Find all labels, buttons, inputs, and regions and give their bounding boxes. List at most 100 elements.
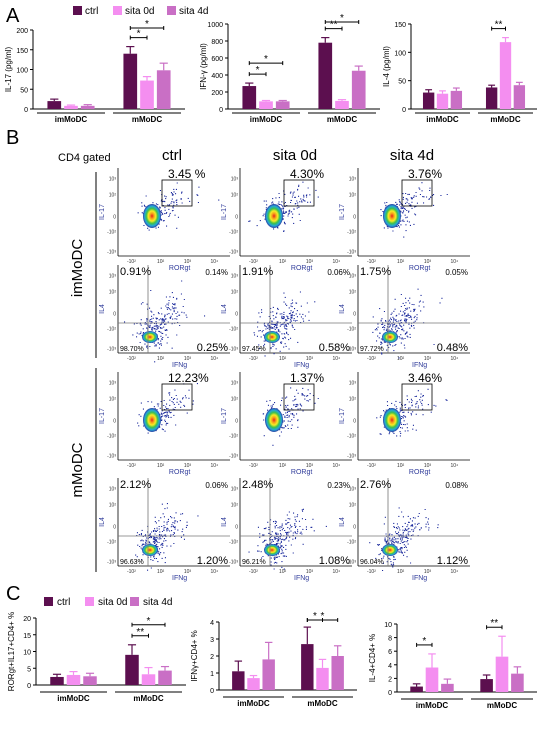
flow-y-tick-label: 10³ [349,381,357,387]
flow-gate-percent: 3.46% [408,371,442,385]
flow-quadrant-upper-right: 0.06% [327,268,350,277]
flow-quadrant-lower-right: 1.20% [197,555,228,567]
y-tick-label: 400 [211,73,223,80]
flow-density-blob [383,408,401,432]
flow-plot-ifng-il4: 10³ 10² 0 -10² -10³ -10² 10² 10³ 10⁴ IL4 IFNg 1.91%… [221,265,352,369]
flow-y-tick-label: 0 [113,214,116,220]
flow-density-blob [264,331,280,343]
y-tick-label: 10 [384,622,392,629]
flow-y-axis-label: IL-17 [339,408,346,424]
flow-y-tick-label: 10³ [109,487,117,493]
flow-y-tick-label: -10³ [347,454,356,460]
chart-rorgt-il17-pct: 0 5 10 15 20 imMoDC mMoDC RORgt+IL17+CD4+ % *** [7,612,186,703]
flow-y-axis-label: IL-17 [99,204,106,220]
flow-gate-box [401,383,433,411]
flow-x-axis-label: RORgt [409,469,430,476]
flow-quadrant-upper-left: 2.48% [242,479,273,491]
bar [50,676,64,685]
flow-plot-ifng-il4: 10³ 10² 0 -10² -10³ -10² 10² 10³ 10⁴ IL4 IFNg 0.91%… [99,265,230,369]
flow-quadrant-lower-right: 0.58% [319,342,350,354]
x-category-label: mMoDC [307,699,337,708]
legend-c: ctrl sita 0d sita 4d [44,597,172,608]
flow-y-axis-label: IL-17 [339,204,346,220]
flow-x-tick-label: 10³ [306,569,314,575]
col-title-sita0: sita 0d [273,147,317,164]
flow-gate-box [401,179,433,207]
flow-quadrant-lower-left: 98.70% [120,346,144,353]
flow-x-tick-label: 10³ [306,259,314,265]
flow-x-axis-label: IFNg [294,575,309,582]
y-tick-label: 20 [23,616,31,623]
flow-y-tick-label: 10³ [231,487,239,493]
flow-y-tick-label: -10³ [107,347,116,353]
flow-quadrant-upper-right: 0.06% [205,481,228,490]
flow-density-blob [265,204,283,228]
bar [495,656,509,692]
y-tick-label: 150 [16,48,28,55]
flow-y-axis-label: IL4 [221,304,228,314]
legend-a-swatch-ctrl [73,6,82,15]
y-axis-label: IL-17 (pg/ml) [4,46,13,92]
flow-y-tick-label: -10³ [347,347,356,353]
bar [83,676,97,685]
flow-x-tick-label: 10² [157,569,165,575]
flow-quadrant-lower-right: 1.12% [437,555,468,567]
flow-y-tick-label: -10³ [347,250,356,256]
flow-plot-ifng-il4: 10³ 10² 0 -10² -10³ -10² 10² 10³ 10⁴ IL4 IFNg 2.76%… [339,478,470,582]
x-category-label: imMoDC [426,115,459,124]
flow-y-tick-label: 0 [113,524,116,530]
significance-label: * [145,19,149,30]
flow-x-tick-label: 10³ [184,569,192,575]
flow-y-tick-label: -10³ [229,250,238,256]
flow-y-tick-label: 0 [353,311,356,317]
flow-x-tick-label: 10⁴ [332,569,340,575]
bar [242,86,257,109]
flow-y-tick-label: -10³ [107,560,116,566]
flow-plot-ifng-il4: 10³ 10² 0 -10² -10³ -10² 10² 10³ 10⁴ IL4 IFNg 2.12%… [99,478,230,582]
flow-x-tick-label: -10² [367,569,376,575]
flow-x-tick-label: 10⁴ [332,259,340,265]
flow-y-tick-label: 10² [349,396,357,402]
flow-density-blob [265,408,283,432]
flow-y-tick-label: 10² [109,502,117,508]
significance-label: * [256,65,260,76]
flow-x-tick-label: -10² [127,569,136,575]
flow-event-dots [135,503,199,571]
flow-density-blob [142,544,158,556]
flow-gate-box [283,179,315,207]
flow-y-tick-label: -10² [229,229,238,235]
y-axis-label: RORgt+IL17+CD4+ % [7,612,16,691]
significance-label: * [147,616,151,627]
flow-y-tick-label: 10² [349,192,357,198]
bar [480,679,493,692]
y-tick-label: 600 [211,56,223,63]
y-tick-label: 2 [210,654,214,661]
flow-quadrant-lower-left: 96.04% [360,559,384,566]
bar [156,70,171,109]
flow-x-tick-label: 10³ [184,463,192,469]
flow-density-blob [382,544,398,556]
flow-x-axis-label: RORgt [291,265,312,272]
flow-quadrant-lower-right: 0.48% [437,342,468,354]
flow-y-tick-label: 10³ [109,381,117,387]
flow-gate-percent: 1.37% [290,371,324,385]
flow-y-tick-label: -10³ [229,454,238,460]
legend-c-label-ctrl: ctrl [57,597,70,608]
significance-label: ** [136,627,144,638]
flow-y-axis-label: IL4 [99,517,106,527]
y-tick-label: 200 [16,28,28,35]
flow-y-tick-label: -10² [229,433,238,439]
flow-y-tick-label: 0 [353,214,356,220]
flow-x-tick-label: 10² [397,463,405,469]
col-title-sita4: sita 4d [390,147,434,164]
flow-x-axis-label: RORgt [169,469,190,476]
bar [351,70,366,109]
legend-a-label-sita4: sita 4d [179,6,208,17]
flow-y-tick-label: 10² [349,502,357,508]
flow-x-axis-label: IFNg [172,575,187,582]
flow-y-tick-label: 10³ [231,274,239,280]
flow-plot-rorgt-il17: 10³ 10² 0 -10² -10³ -10² 10² 10³ 10⁴ IL-17 RORgt 3.… [99,167,230,272]
legend-a-label-sita0: sita 0d [125,6,154,17]
flow-gate-percent: 12.23% [168,371,209,385]
